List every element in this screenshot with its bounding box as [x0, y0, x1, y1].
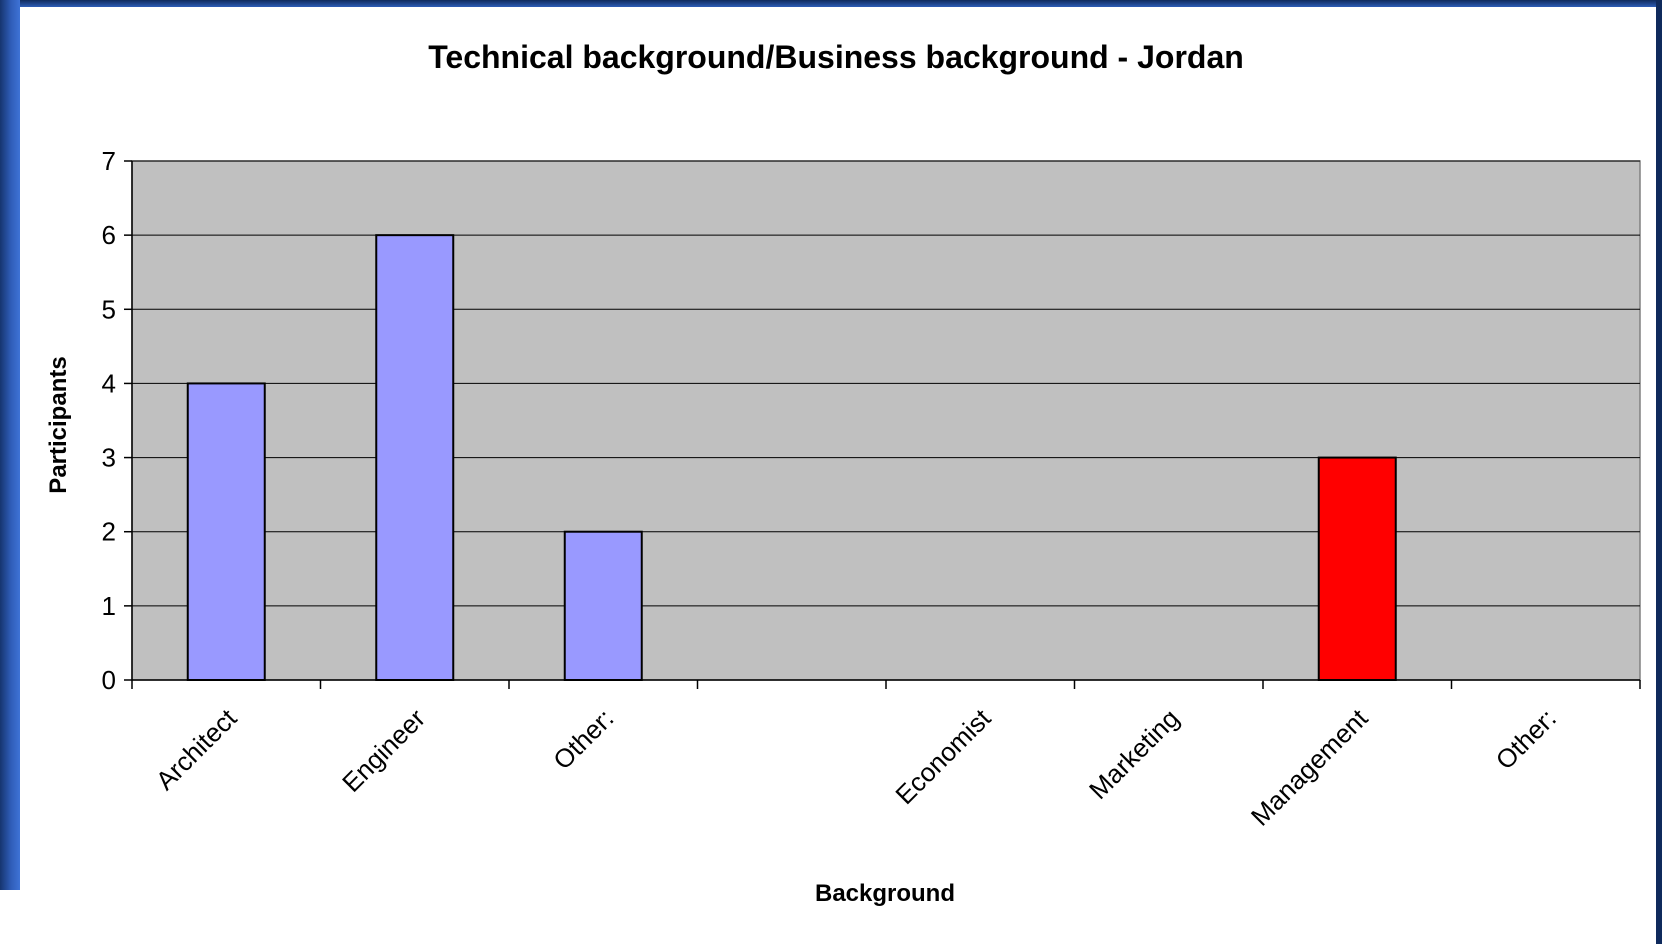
x-category-label: Economist	[889, 702, 997, 810]
y-tick-label: 0	[102, 665, 116, 695]
x-category-label: Engineer	[336, 703, 431, 798]
slide-right-border	[1656, 0, 1662, 944]
x-category-label: Management	[1245, 702, 1374, 831]
y-tick-label: 4	[102, 368, 116, 398]
x-category-label: Other:	[547, 703, 619, 775]
slide-top-bar	[0, 0, 1662, 7]
plot-background	[131, 160, 1641, 681]
y-tick-label: 2	[102, 517, 116, 547]
x-category-label: Other:	[1490, 703, 1562, 775]
slide-left-bar	[0, 0, 20, 890]
x-category-label: Architect	[150, 702, 243, 795]
y-axis-title: Participants	[45, 356, 72, 493]
y-tick-label: 6	[102, 220, 116, 250]
chart-title: Technical background/Business background…	[428, 39, 1244, 75]
bar-1	[186, 382, 266, 681]
x-axis-title: Background	[815, 880, 955, 907]
y-tick-label: 1	[102, 591, 116, 621]
bar-7	[1317, 456, 1397, 682]
y-tick-label: 3	[102, 443, 116, 473]
bar-2	[375, 234, 455, 681]
plot-area: 0 1 2 3 4 5 6 7 Architect Engineer Other: Economist…	[102, 146, 1641, 832]
bar-3	[563, 530, 643, 682]
y-tick-label: 5	[102, 294, 116, 324]
x-category-label: Marketing	[1083, 703, 1185, 805]
y-tick-label: 7	[102, 146, 116, 176]
